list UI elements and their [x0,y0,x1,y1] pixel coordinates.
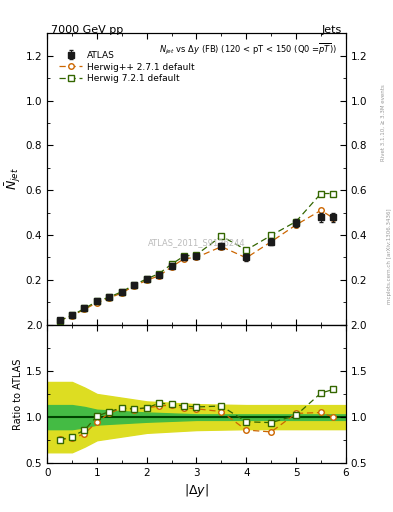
Herwig 7.2.1 default [294,219,298,225]
Text: mcplots.cern.ch [arXiv:1306.3436]: mcplots.cern.ch [arXiv:1306.3436] [387,208,391,304]
Herwig++ 2.7.1 default [82,306,87,312]
Text: ATLAS_2011_S9126244: ATLAS_2011_S9126244 [148,239,245,247]
Herwig++ 2.7.1 default [157,273,162,279]
Herwig++ 2.7.1 default [70,313,74,319]
Herwig++ 2.7.1 default [331,215,336,221]
Herwig 7.2.1 default [107,294,112,300]
Herwig++ 2.7.1 default [294,222,298,228]
Herwig 7.2.1 default [57,317,62,324]
Text: 7000 GeV pp: 7000 GeV pp [51,25,123,35]
Herwig++ 2.7.1 default [107,295,112,301]
Herwig 7.2.1 default [119,289,124,295]
Line: Herwig++ 2.7.1 default: Herwig++ 2.7.1 default [57,207,336,324]
Herwig++ 2.7.1 default [182,255,186,262]
X-axis label: $|\Delta y|$: $|\Delta y|$ [184,482,209,499]
Herwig++ 2.7.1 default [219,244,224,250]
Herwig 7.2.1 default [169,261,174,267]
Herwig++ 2.7.1 default [119,290,124,296]
Herwig++ 2.7.1 default [269,239,274,245]
Legend: ATLAS, Herwig++ 2.7.1 default, Herwig 7.2.1 default: ATLAS, Herwig++ 2.7.1 default, Herwig 7.… [58,50,196,85]
Text: Jets: Jets [321,25,342,35]
Herwig++ 2.7.1 default [319,207,323,214]
Herwig 7.2.1 default [182,253,186,259]
Herwig 7.2.1 default [244,247,249,253]
Herwig 7.2.1 default [219,233,224,239]
Text: Rivet 3.1.10, ≥ 3.3M events: Rivet 3.1.10, ≥ 3.3M events [381,84,386,161]
Herwig++ 2.7.1 default [244,255,249,261]
Herwig 7.2.1 default [82,306,87,312]
Herwig 7.2.1 default [95,298,99,305]
Herwig++ 2.7.1 default [132,283,137,289]
Herwig 7.2.1 default [319,190,323,197]
Herwig 7.2.1 default [132,282,137,288]
Herwig 7.2.1 default [194,251,199,258]
Herwig 7.2.1 default [144,276,149,282]
Herwig 7.2.1 default [331,190,336,197]
Herwig 7.2.1 default [157,270,162,276]
Text: $N_{jet}$ vs $\Delta y$ (FB) (120 < pT < 150 (Q0 =$\overline{pT}$)): $N_{jet}$ vs $\Delta y$ (FB) (120 < pT <… [159,42,337,57]
Herwig++ 2.7.1 default [144,277,149,283]
Line: Herwig 7.2.1 default: Herwig 7.2.1 default [57,191,336,324]
Herwig++ 2.7.1 default [194,254,199,261]
Herwig++ 2.7.1 default [169,264,174,270]
Herwig 7.2.1 default [70,312,74,318]
Herwig++ 2.7.1 default [57,317,62,324]
Y-axis label: Ratio to ATLAS: Ratio to ATLAS [13,358,23,430]
Y-axis label: $\bar{N}_{jet}$: $\bar{N}_{jet}$ [4,167,23,190]
Herwig 7.2.1 default [269,232,274,239]
Herwig++ 2.7.1 default [95,300,99,306]
